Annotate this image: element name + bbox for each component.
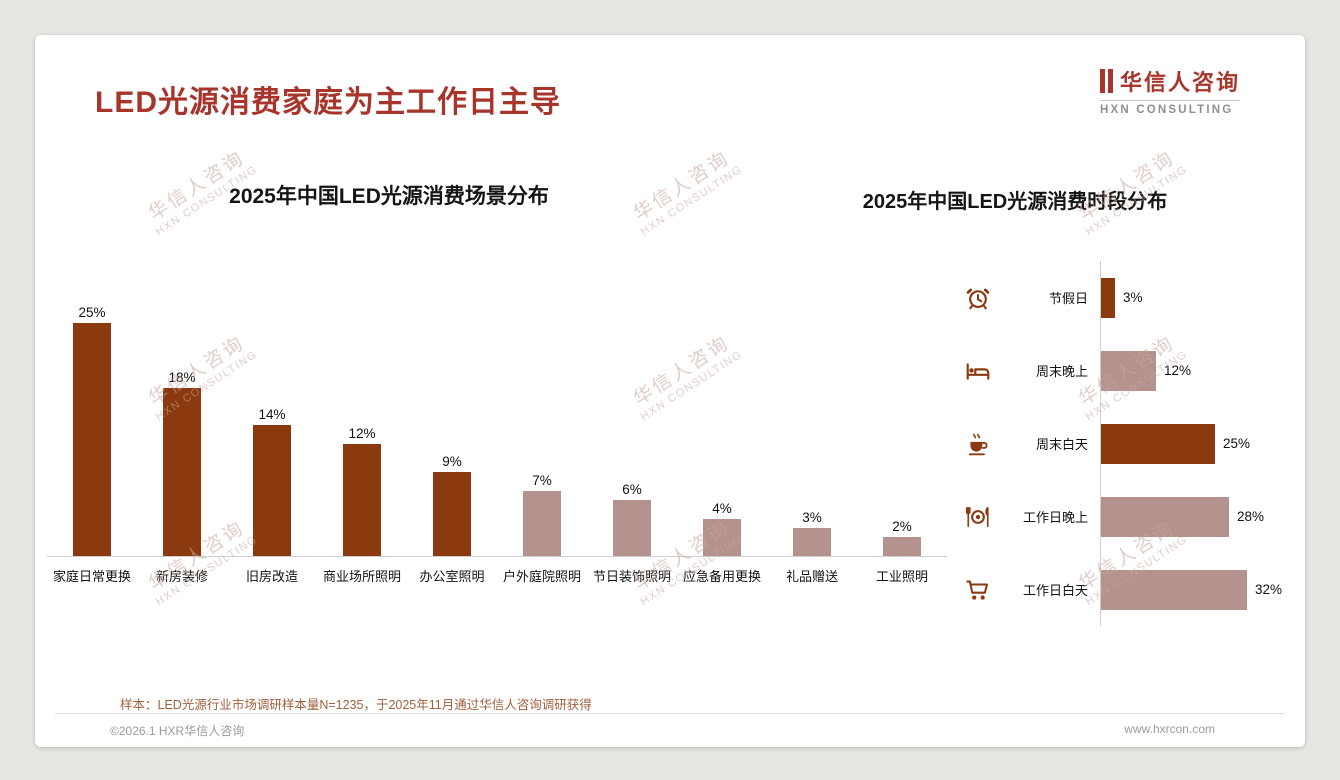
scene-chart-title: 2025年中国LED光源消费场景分布 [229,185,549,208]
category-label: 礼品赠送 [785,569,838,584]
bar-value-label: 9% [442,454,462,469]
bar-value-label: 25% [1223,436,1251,451]
bar [73,323,111,556]
page-title: LED光源消费家庭为主工作日主导 [95,86,561,119]
bar [1101,496,1229,537]
bar [1101,569,1247,610]
website-link[interactable]: www.hxrcon.com [1124,722,1215,736]
bar-zone: 28% [1100,480,1298,553]
dining-icon [963,504,993,530]
time-chart-title: 2025年中国LED光源消费时段分布 [862,191,1168,213]
bar-group: 3% [767,510,857,556]
coffee-icon [963,431,993,457]
bar-group: 25% [47,305,137,556]
bed-icon [963,358,993,384]
category-label: 工作日白天 [1022,583,1088,598]
bar-value-label: 12% [348,426,376,441]
category-label: 周末白天 [1035,437,1088,452]
bar-group: 4% [677,501,767,556]
time-chart-rows: 节假日 3% 周末晚上 12% 周末白天 25% 工作日晚上 28% 工作日白天 32% [963,261,1298,626]
bar-group: 7% [497,473,587,556]
bar [1101,350,1156,391]
bar [613,500,651,556]
bar-value-label: 2% [892,519,912,534]
bar-value-label: 6% [622,482,642,497]
chart-row: 节假日 3% [963,261,1298,334]
logo-en-text: HXN CONSULTING [1099,100,1240,116]
category-label: 应急备用更换 [682,569,761,584]
category-label: 办公室照明 [419,569,485,584]
chart-row: 周末晚上 12% [963,334,1298,407]
scene-chart-categories: 家庭日常更换 新房装修 旧房改造 商业场所照明 办公室照明 户外庭院照明 节日装饰照明 应急备… [47,557,947,585]
copyright-text: ©2026.1 HXR华信人咨询 [110,724,245,738]
footer-divider [55,713,1285,714]
bar-value-label: 4% [712,501,732,516]
bar-zone: 3% [1100,261,1298,334]
logo-mark-icon [1099,69,1113,93]
bar-zone: 12% [1100,334,1298,407]
bar-group: 2% [857,519,947,556]
bar [1101,423,1215,464]
logo-row: 华信人咨询 [1099,65,1240,97]
chart-row: 周末白天 25% [963,407,1298,480]
sample-note: 样本：LED光源行业市场调研样本量N=1235，于2025年11月通过华信人咨询… [120,698,592,712]
bar [883,537,921,556]
bar [1101,277,1115,318]
bar [703,519,741,556]
chart-row: 工作日晚上 28% [963,480,1298,553]
category-label: 工作日晚上 [1022,510,1088,525]
category-label: 节假日 [1048,291,1088,306]
bar-value-label: 28% [1237,509,1265,524]
chart-row: 工作日白天 32% [963,553,1298,626]
bar-value-label: 3% [802,510,822,525]
category-label: 家庭日常更换 [52,569,131,584]
category-label: 节日装饰照明 [592,569,671,584]
slide-card: 华信人咨询 HXN CONSULTING 华信人咨询 HXN CONSULTING 华信… [35,35,1305,747]
bar-group: 6% [587,482,677,556]
logo: 华信人咨询 HXN CONSULTING [1099,65,1240,116]
scene-chart-plot: 25% 18% 14% 12% 9% 7% 6% 4% 3% 2% [47,296,947,557]
logo-cn-text: 华信人咨询 [1119,70,1240,95]
bar [343,444,381,556]
bar [433,472,471,556]
category-label: 户外庭院照明 [502,569,581,584]
bar-value-label: 12% [1164,363,1192,378]
bar-value-label: 3% [1123,290,1143,305]
category-label: 周末晚上 [1035,364,1088,379]
bar-group: 9% [407,454,497,556]
bar-zone: 32% [1100,553,1298,626]
bar [253,425,291,556]
time-chart: 节假日 3% 周末晚上 12% 周末白天 25% 工作日晚上 28% 工作日白天 32% [963,261,1298,626]
bar-value-label: 25% [78,305,106,320]
bar-value-label: 32% [1255,582,1283,597]
bar-value-label: 18% [168,370,196,385]
bar-value-label: 14% [258,407,286,422]
category-label: 商业场所照明 [322,569,401,584]
category-label: 工业照明 [875,569,928,584]
bar-zone: 25% [1100,407,1298,480]
bar-value-label: 7% [532,473,552,488]
bar-group: 14% [227,407,317,556]
alarm-clock-icon [963,285,993,311]
category-label: 旧房改造 [245,569,298,584]
bar [523,491,561,556]
scene-chart: 25% 18% 14% 12% 9% 7% 6% 4% 3% 2% 家庭日常更换 新房装修 旧房改造 商… [47,296,947,585]
bar [793,528,831,556]
bar [163,388,201,556]
category-label: 新房装修 [155,569,208,584]
bar-group: 12% [317,426,407,556]
cart-icon [963,577,993,603]
bar-group: 18% [137,370,227,556]
